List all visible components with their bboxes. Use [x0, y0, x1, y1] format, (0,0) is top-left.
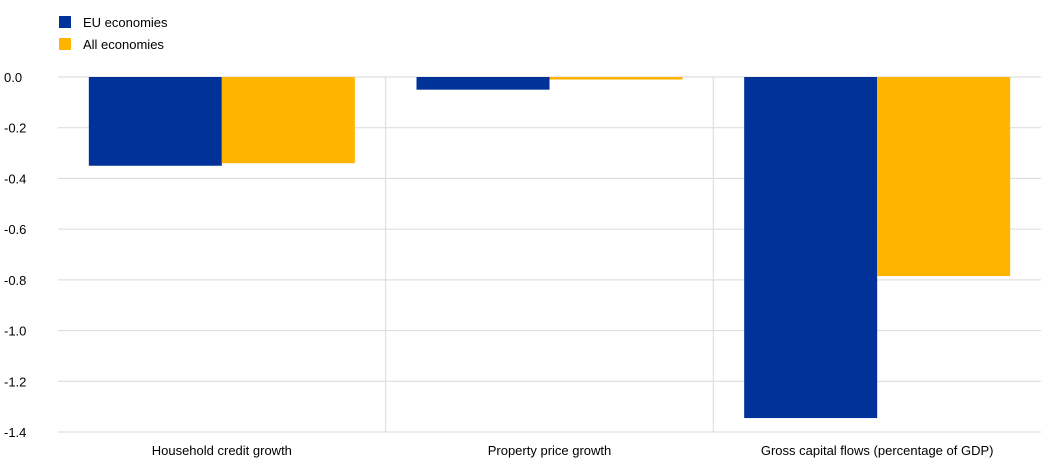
- legend-item-eu: EU economies: [59, 13, 168, 31]
- x-category-label: Household credit growth: [152, 443, 292, 458]
- legend-swatch-all: [59, 38, 71, 50]
- y-tick-label: -1.2: [4, 374, 26, 389]
- bar-all-1: [549, 77, 683, 80]
- bars: [88, 77, 1011, 419]
- legend-item-all: All economies: [59, 35, 168, 53]
- bar-eu-2: [744, 77, 878, 419]
- y-tick-label: -0.8: [4, 273, 26, 288]
- y-tick-label: -0.6: [4, 222, 26, 237]
- bar-all-0: [221, 77, 355, 164]
- legend-swatch-eu: [59, 16, 71, 28]
- chart-legend: EU economies All economies: [59, 13, 168, 57]
- bar-all-2: [877, 77, 1011, 277]
- y-tick-label: -0.4: [4, 171, 26, 186]
- y-axis-tick-labels: 0.0 -0.2 -0.4 -0.6 -0.8 -1.0 -1.2 -1.4: [4, 70, 26, 440]
- bar-eu-0: [88, 77, 222, 166]
- y-tick-label: -1.0: [4, 324, 26, 339]
- y-tick-label: -0.2: [4, 121, 26, 136]
- y-tick-label: -1.4: [4, 425, 26, 440]
- legend-label-eu: EU economies: [83, 14, 168, 30]
- bar-eu-1: [416, 77, 550, 90]
- x-axis-category-labels: Household credit growth Property price gr…: [152, 443, 994, 458]
- x-category-label: Property price growth: [488, 443, 612, 458]
- x-category-label: Gross capital flows (percentage of GDP): [761, 443, 994, 458]
- y-tick-label: 0.0: [4, 70, 22, 85]
- legend-label-all: All economies: [83, 36, 164, 52]
